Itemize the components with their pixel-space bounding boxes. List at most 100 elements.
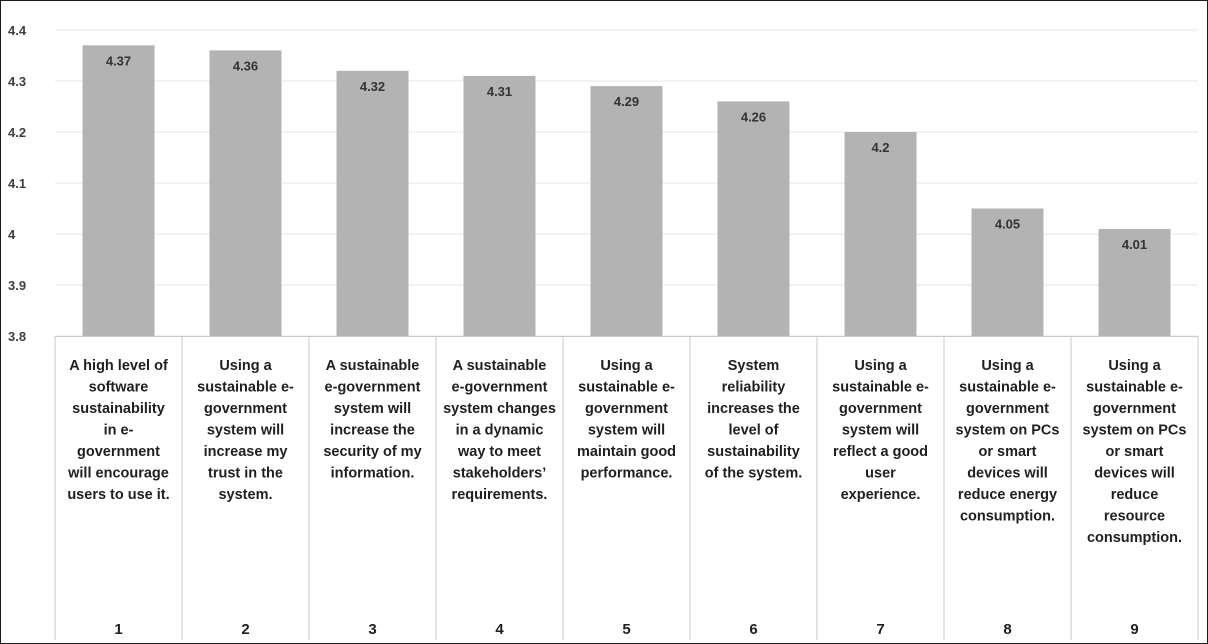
category-description-line: devices will [967,466,1048,482]
y-tick-label: 4.2 [8,125,26,140]
data-labels: 4.37 4.36 4.32 4.31 4.29 4.26 4.2 4.05 4.01 [106,53,1147,252]
category-description-line: reduce energy [958,487,1057,503]
category-description-line: sustainable e- [959,380,1056,396]
category-description-line: trust in the [208,466,283,482]
category-number: 4 [495,621,504,638]
category-description-line: system will [842,423,919,439]
category-number: 8 [1003,621,1011,638]
category-description-line: users to use it. [67,487,169,503]
data-label: 4.29 [614,94,639,109]
category-description-line: A sustainable [453,358,547,374]
category-description-line: consumption. [1087,530,1182,546]
category-description-line: level of [729,423,779,439]
y-tick-label: 4.1 [8,176,26,191]
data-label: 4.37 [106,53,131,68]
category-description-line: reflect a good [833,444,928,460]
bar [1098,228,1171,336]
category-description-line: software [89,380,149,396]
y-tick-label: 4.3 [8,74,26,89]
category-description-line: or smart [1105,444,1163,460]
category-description: Using a sustainable e-government system wi… [197,358,294,503]
category-description-line: of the system. [705,466,803,482]
bar [590,86,663,336]
category-description-line: System [728,358,780,374]
bar [717,101,790,337]
category-description-line: sustainable e- [832,380,929,396]
category-description-line: Using a [219,358,272,374]
category-description-line: experience. [841,487,921,503]
category-description-line: e-government [325,380,421,396]
category-description-line: way to meet [457,444,541,460]
category-description-line: increase my [204,444,288,460]
category-description-line: devices will [1094,466,1175,482]
category-description-line: in e- [104,423,134,439]
category-description-line: government [839,401,922,417]
category-description-line: government [77,444,160,460]
category-number: 2 [241,621,249,638]
category-description-line: sustainable e- [578,380,675,396]
category-description-line: sustainable e- [197,380,294,396]
category-description-line: security of my [323,444,421,460]
category-description-line: will encourage [67,466,169,482]
y-tick-label: 4.4 [8,23,27,38]
category-description-line: system changes [443,401,556,417]
category-description-line: resource [1104,509,1165,525]
data-label: 4.2 [871,140,889,155]
category-description: A sustainable e-government system will incr… [323,358,421,482]
category-number: 7 [876,621,884,638]
category-description: Using a sustainable e-government system wi… [832,358,929,503]
category-description-line: sustainable e- [1086,380,1183,396]
category-number: 5 [622,621,630,638]
category-description-line: in a dynamic [456,423,544,439]
y-axis: 3.8 3.9 4 4.1 4.2 4.3 4.4 [8,23,27,344]
category-number: 1 [114,621,122,638]
category-description-line: consumption. [960,509,1055,525]
category-description-line: system will [207,423,284,439]
bar [463,75,536,337]
category-description-line: reduce [1111,487,1159,503]
category-description-line: information. [331,466,415,482]
category-table: A high level of software sustainability in … [54,336,1199,640]
category-description: A high level of software sustainability in … [67,358,170,503]
bars [82,45,1171,337]
category-description-line: government [1093,401,1176,417]
data-label: 4.01 [1122,237,1147,252]
bar [209,50,282,337]
category-description: Using a sustainable e-government system on… [956,358,1060,525]
category-description: Using a sustainable e-government system wi… [577,358,676,482]
category-description-line: Using a [1108,358,1161,374]
bar [82,45,155,337]
category-description-line: A sustainable [326,358,420,374]
y-tick-label: 4 [8,227,16,242]
category-description: System reliability increases the level of su… [705,358,803,482]
category-description-line: requirements. [452,487,548,503]
category-description-line: performance. [581,466,673,482]
data-label: 4.32 [360,79,385,94]
category-description-line: system on PCs [956,423,1060,439]
category-description-line: Using a [854,358,907,374]
category-description-line: government [204,401,287,417]
category-description-line: maintain good [577,444,676,460]
bar [336,70,409,337]
data-label: 4.26 [741,109,766,124]
category-description-line: or smart [978,444,1036,460]
y-tick-label: 3.9 [8,278,26,293]
category-description-line: Using a [981,358,1034,374]
category-description-line: system on PCs [1083,423,1187,439]
category-description-line: government [585,401,668,417]
category-number: 9 [1130,621,1138,638]
category-number: 3 [368,621,376,638]
category-description-line: reliability [722,380,786,396]
category-description-line: e-government [452,380,548,396]
data-label: 4.05 [995,217,1020,232]
category-description-line: Using a [600,358,653,374]
bar [971,208,1044,336]
category-description-line: system. [218,487,272,503]
y-tick-label: 3.8 [8,329,26,344]
category-description-line: system will [334,401,411,417]
category-description-line: sustainability [707,444,800,460]
category-description: Using a sustainable e-government system on… [1083,358,1187,546]
category-description-line: user [865,466,896,482]
category-description: A sustainable e-government system changes i… [443,358,556,503]
category-number: 6 [749,621,757,638]
